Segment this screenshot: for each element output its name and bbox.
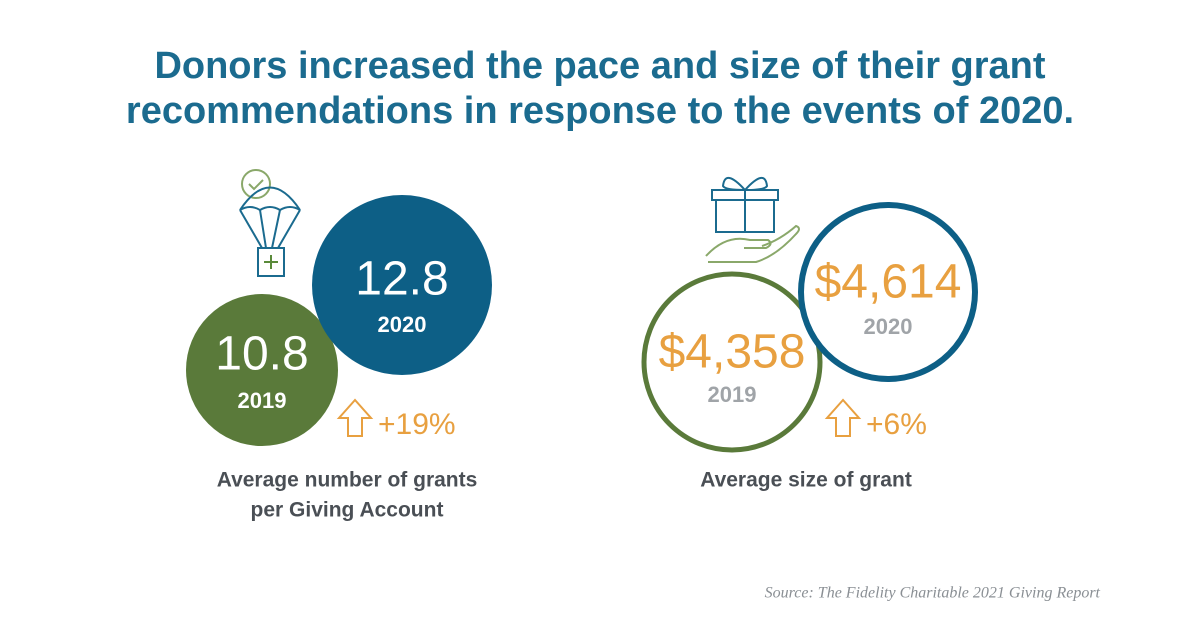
gift-icon: [705, 177, 800, 263]
up-arrow: [824, 398, 862, 437]
year: 2019: [238, 388, 287, 413]
value: $4,358: [659, 326, 806, 379]
caption: Average size of grant: [700, 469, 912, 492]
source: Source: The Fidelity Charitable 2021 Giv…: [765, 585, 1101, 602]
ring-2019: [641, 271, 823, 453]
value: 12.8: [355, 253, 448, 306]
title-line: Donors increased the pace and size of th…: [154, 45, 1045, 87]
year: 2019: [708, 382, 757, 407]
caption: Average number of grants: [217, 469, 478, 492]
value: $4,614: [815, 256, 962, 309]
year: 2020: [864, 314, 913, 339]
ring-2020: [798, 202, 978, 382]
bubble-2020: [312, 195, 492, 375]
caption: per Giving Account: [251, 499, 444, 522]
bubble-2019: [186, 294, 338, 446]
parachute-icon: [239, 169, 301, 277]
year: 2020: [378, 312, 427, 337]
value: 10.8: [215, 328, 308, 381]
change: +6%: [866, 408, 927, 441]
change: +19%: [378, 408, 456, 441]
title-line: recommendations in response to the event…: [126, 90, 1074, 132]
up-arrow: [336, 398, 374, 437]
